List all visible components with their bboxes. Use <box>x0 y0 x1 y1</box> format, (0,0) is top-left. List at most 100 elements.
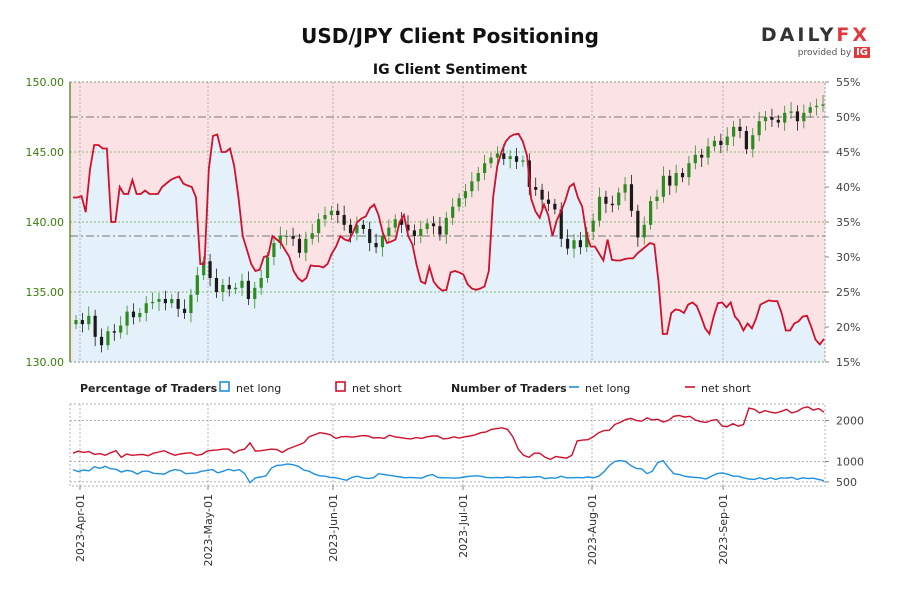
candle-body <box>821 104 825 106</box>
candle-body <box>412 230 416 236</box>
candle-body <box>457 198 461 207</box>
candle-body <box>323 215 327 220</box>
candle-body <box>578 240 582 248</box>
candle-body <box>329 210 333 215</box>
candle-body <box>151 301 155 304</box>
candle-body <box>566 238 570 249</box>
candle-body <box>463 191 468 199</box>
pct-tick-label: 40% <box>836 181 860 194</box>
count-tick-label: 500 <box>836 476 857 489</box>
candle-body <box>221 285 225 292</box>
candle-body <box>585 231 589 248</box>
candle-body <box>591 220 595 232</box>
candle-body <box>668 175 672 186</box>
count-tick-label: 2000 <box>836 414 864 427</box>
candle-body <box>131 311 136 318</box>
candle-body <box>361 224 365 229</box>
candle-body <box>502 153 506 159</box>
x-axis: 2023-Apr-01 2023-May-01 2023-Jun-01 2023-Ju… <box>74 486 730 566</box>
candle-body <box>489 157 493 164</box>
candle-body <box>246 280 250 299</box>
candle-body <box>400 219 404 225</box>
candle-body <box>508 156 512 159</box>
logo-brand-right: FX <box>836 24 870 46</box>
bottom-panel: 500 1000 2000 <box>69 403 864 489</box>
candle-body <box>783 112 787 123</box>
candle-body <box>444 217 448 235</box>
candle-body <box>112 331 116 333</box>
candle-body <box>272 243 276 257</box>
candle-body <box>368 229 372 243</box>
candle-body <box>265 257 270 278</box>
candle-body <box>291 236 295 239</box>
x-tick-label: 2023-Sep-01 <box>717 494 730 565</box>
candle-body <box>99 336 104 346</box>
candle-body <box>732 126 736 137</box>
candle-body <box>744 131 748 150</box>
candle-body <box>655 196 659 201</box>
chart-subtitle: IG Client Sentiment <box>372 62 528 78</box>
candle-body <box>93 315 97 337</box>
candle-body <box>355 224 359 234</box>
candle-body <box>406 224 410 231</box>
candle-body <box>521 160 525 162</box>
net-long-count-line <box>72 459 825 484</box>
price-tick-label: 135.00 <box>26 286 65 299</box>
candle-body <box>227 285 231 290</box>
legend-num-long-label: net long <box>585 382 630 395</box>
candle-body <box>495 153 499 158</box>
candle-body <box>387 227 391 236</box>
candle-body <box>661 175 665 197</box>
candle-body <box>572 240 576 249</box>
candle-body <box>195 275 199 295</box>
candle-body <box>642 224 646 238</box>
pct-tick-label: 25% <box>836 286 860 299</box>
candle-body <box>138 313 142 318</box>
candle-body <box>553 203 557 210</box>
candle-body <box>431 223 436 227</box>
candle-body <box>425 223 429 229</box>
candle-body <box>202 261 206 276</box>
candle-body <box>380 236 385 248</box>
candle-body <box>680 173 685 178</box>
candle-body <box>540 189 544 200</box>
legend-pct-short-label: net short <box>352 382 403 395</box>
price-tick-label: 145.00 <box>26 146 65 159</box>
candle-body <box>240 280 244 288</box>
candle-body <box>470 181 474 192</box>
legend: Percentage of Traders net long net short… <box>80 381 752 395</box>
candle-body <box>87 315 91 325</box>
candle-body <box>163 299 167 304</box>
legend-pct-long-label: net long <box>236 382 281 395</box>
x-tick-label: 2023-Jul-01 <box>457 494 470 558</box>
pct-tick-label: 15% <box>836 356 860 369</box>
candle-body <box>559 209 563 239</box>
candle-body <box>693 154 697 164</box>
pct-tick-label: 45% <box>836 146 860 159</box>
candle-body <box>182 308 187 313</box>
x-tick-label: 2023-Aug-01 <box>586 494 599 565</box>
candle-body <box>534 187 538 190</box>
candle-body <box>674 173 678 186</box>
logo-brand-left: DAILY <box>760 24 837 46</box>
legend-num-short-label: net short <box>701 382 752 395</box>
candle-body <box>636 210 640 238</box>
candle-body <box>419 229 423 236</box>
pct-tick-label: 30% <box>836 251 860 264</box>
candle-body <box>623 184 627 193</box>
candle-body <box>259 278 263 288</box>
candle-body <box>176 299 180 309</box>
price-tick-label: 130.00 <box>26 356 65 369</box>
candle-body <box>214 278 219 292</box>
candle-body <box>234 287 238 290</box>
x-tick-label: 2023-Jun-01 <box>327 494 340 562</box>
candle-body <box>815 105 819 108</box>
candle-body <box>514 156 519 162</box>
candle-body <box>483 163 487 173</box>
x-tick-label: 2023-Apr-01 <box>74 494 87 562</box>
candle-body <box>757 121 761 136</box>
candle-body <box>438 226 442 235</box>
pct-tick-label: 55% <box>836 76 860 89</box>
net-long-pct-line <box>73 132 825 346</box>
